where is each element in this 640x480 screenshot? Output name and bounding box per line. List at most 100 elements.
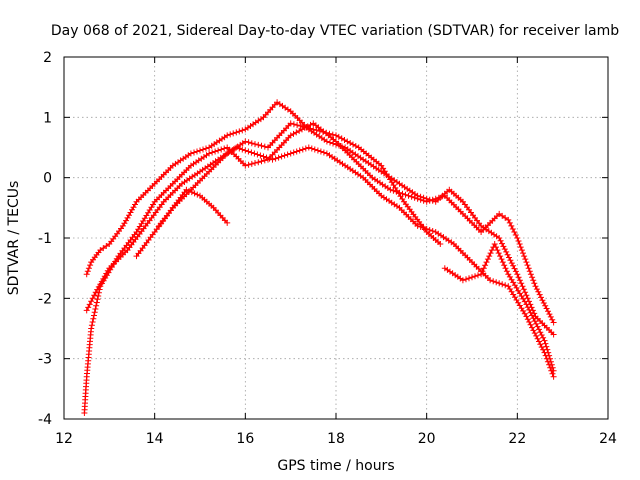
plus-marker	[308, 145, 315, 152]
plus-marker	[335, 133, 342, 140]
plus-marker	[293, 148, 300, 155]
x-axis-label: GPS time / hours	[277, 458, 394, 474]
plus-marker	[258, 142, 265, 149]
x-tick-label: 22	[508, 431, 526, 447]
plus-marker	[252, 160, 258, 166]
x-tick-label: 18	[327, 431, 345, 447]
plus-marker	[520, 286, 527, 293]
plus-marker	[514, 235, 521, 241]
plus-marker	[411, 194, 418, 201]
plus-marker	[188, 189, 195, 196]
plus-marker	[533, 286, 540, 293]
plus-marker	[266, 155, 273, 162]
plus-marker	[490, 278, 497, 285]
plus-marker	[526, 306, 533, 313]
plus-marker	[550, 373, 557, 380]
plus-marker	[387, 186, 394, 193]
plus-marker	[316, 128, 323, 135]
plus-marker	[245, 148, 252, 155]
series-markers	[441, 241, 557, 374]
plus-marker	[532, 283, 539, 290]
plus-marker	[510, 262, 517, 269]
plus-marker	[506, 254, 512, 261]
plus-marker	[290, 149, 297, 156]
plus-marker	[524, 304, 531, 311]
plus-marker	[290, 121, 297, 128]
plus-marker	[84, 268, 91, 275]
plus-marker	[516, 241, 523, 247]
plus-marker	[296, 127, 303, 134]
plus-marker	[248, 149, 255, 156]
plus-marker	[526, 319, 533, 325]
plus-marker	[545, 349, 552, 356]
plus-marker	[537, 329, 544, 336]
plus-marker	[263, 154, 270, 161]
plus-marker	[311, 146, 318, 153]
plus-marker	[523, 313, 530, 320]
plus-marker	[300, 123, 307, 130]
plus-marker	[186, 187, 193, 194]
y-tick-label: -3	[38, 352, 52, 368]
series-line	[444, 243, 555, 371]
plus-marker	[191, 190, 198, 197]
plus-marker	[414, 222, 421, 229]
plus-marker	[511, 265, 518, 272]
plus-marker	[550, 331, 557, 338]
plus-marker	[297, 123, 304, 129]
plus-marker	[254, 151, 261, 158]
grid-lines	[64, 57, 608, 419]
series-markers	[156, 186, 231, 229]
plus-marker	[501, 246, 508, 253]
plus-marker	[550, 319, 557, 326]
plus-marker	[533, 332, 540, 339]
plus-marker	[525, 265, 532, 272]
plus-marker	[191, 149, 197, 156]
plus-marker	[245, 161, 252, 168]
plus-marker	[242, 162, 249, 169]
plus-marker	[429, 196, 436, 203]
series-track-6	[441, 241, 557, 374]
plus-marker	[549, 370, 556, 377]
plus-marker	[94, 296, 101, 303]
plus-marker	[527, 271, 534, 278]
plus-marker	[347, 140, 354, 146]
plus-marker	[290, 130, 297, 137]
plus-marker	[239, 146, 246, 153]
plus-marker	[251, 150, 258, 157]
plus-marker	[548, 361, 555, 368]
plus-marker	[533, 320, 540, 327]
plus-marker	[89, 295, 96, 302]
series-track-5	[156, 186, 231, 229]
plus-marker	[515, 274, 522, 281]
plus-marker	[310, 126, 317, 133]
y-tick-label: -1	[38, 231, 52, 247]
plus-marker	[294, 122, 301, 129]
plus-marker	[499, 240, 505, 247]
plus-marker	[93, 302, 100, 309]
y-tick-label: -4	[38, 412, 52, 428]
y-tick-label: 1	[43, 110, 52, 126]
plus-marker	[504, 251, 511, 258]
plus-marker	[478, 271, 485, 278]
plus-marker	[124, 214, 131, 221]
plus-marker	[487, 277, 494, 284]
plus-marker	[224, 219, 231, 226]
plus-marker	[83, 271, 90, 278]
plus-marker	[549, 364, 556, 371]
plus-marker	[542, 302, 549, 309]
plus-marker	[518, 280, 525, 287]
plus-marker	[272, 155, 279, 162]
plus-marker	[221, 145, 228, 152]
plus-marker	[523, 259, 530, 266]
plus-marker	[486, 253, 493, 260]
series-line	[135, 122, 441, 257]
plus-marker	[92, 306, 99, 312]
plus-marker	[549, 316, 556, 323]
plus-marker	[88, 325, 95, 332]
plus-marker	[236, 128, 243, 135]
axis-ticks	[63, 56, 609, 420]
plus-marker	[535, 288, 542, 295]
plus-marker	[536, 338, 542, 345]
plus-marker	[284, 151, 291, 158]
